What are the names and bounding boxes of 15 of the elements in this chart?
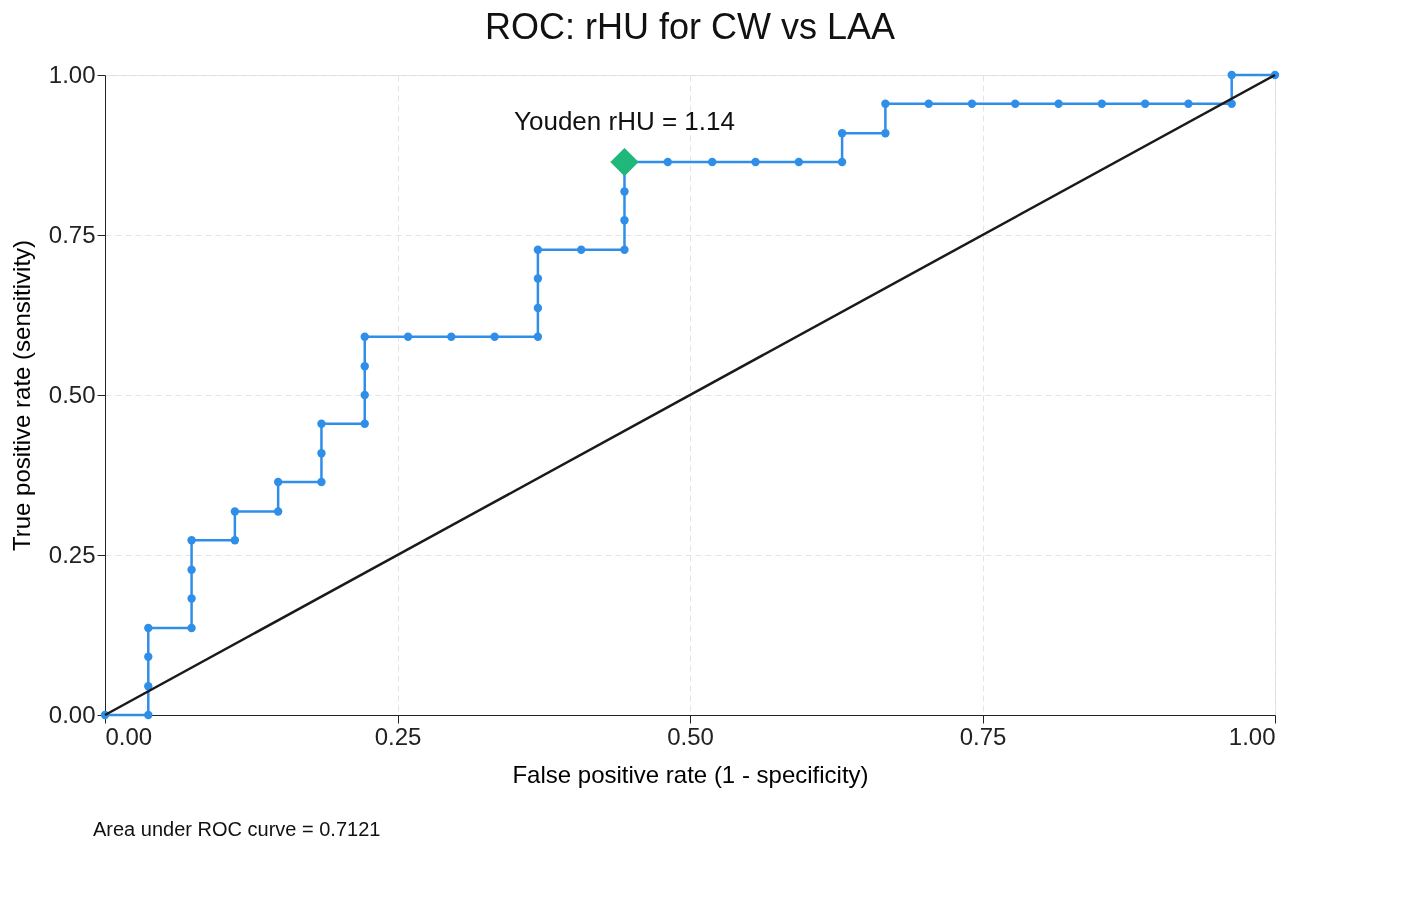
x-tick-label: 1.00 <box>1228 722 1276 750</box>
y-tick-label: 0.50 <box>48 380 96 408</box>
chart-title: ROC: rHU for CW vs LAA <box>484 6 896 47</box>
y-tick-label: 0.25 <box>48 540 96 568</box>
y-tick-label: 0.75 <box>48 220 96 248</box>
x-axis-title: False positive rate (1 - specificity) <box>512 760 869 788</box>
annotation: Youden rHU = 1.14 <box>514 106 735 137</box>
x-tick-label: 0.00 <box>105 722 153 750</box>
y-axis-title: True positive rate (sensitivity) <box>7 239 35 552</box>
x-tick-label: 0.25 <box>374 722 422 750</box>
x-tick-label: 0.50 <box>667 722 714 750</box>
y-tick-label: 0.00 <box>48 700 96 728</box>
y-tick-label: 1.00 <box>48 60 96 88</box>
text: Area under ROC curve = 0.7121 <box>93 818 381 840</box>
x-tick-label: 0.75 <box>959 722 1007 750</box>
